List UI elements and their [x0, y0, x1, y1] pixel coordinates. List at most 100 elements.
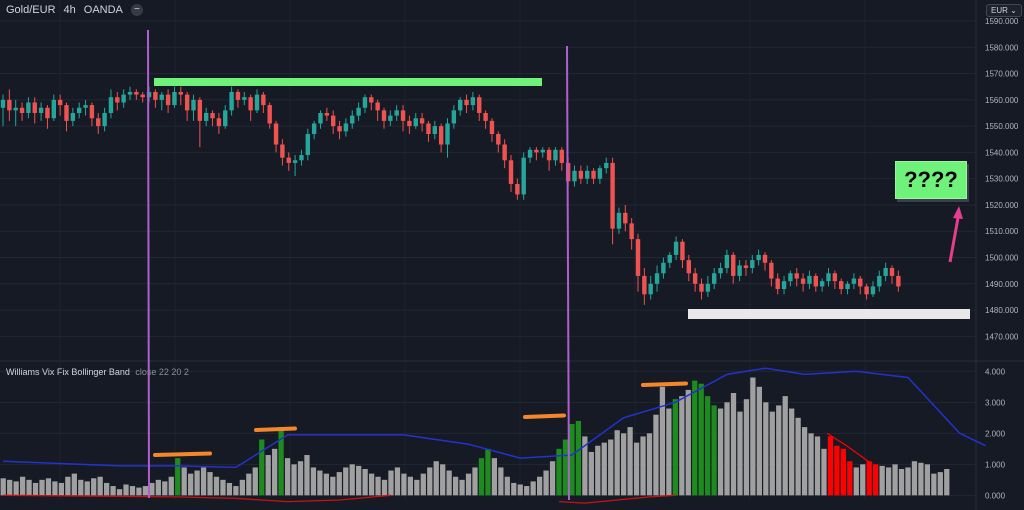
histogram-bar — [666, 408, 672, 496]
candle-body — [108, 97, 114, 113]
histogram-bar — [272, 448, 278, 496]
histogram-bar — [679, 396, 685, 496]
candle-body — [845, 283, 850, 290]
orange-highlight-mark — [523, 413, 566, 419]
chart-header: Gold/EUR 4h OANDA − — [6, 4, 143, 16]
indicator-name: Williams Vix Fix Bollinger Band — [6, 367, 130, 377]
candle-body — [705, 283, 711, 292]
candlestick-series — [0, 86, 901, 305]
collapse-icon[interactable]: − — [130, 4, 143, 16]
price-tick-label: 1560.000 — [985, 96, 1019, 105]
histogram-bar — [155, 479, 161, 496]
histogram-bar — [860, 464, 866, 496]
candle-body — [737, 265, 742, 276]
histogram-bar — [911, 461, 918, 496]
histogram-bar — [614, 430, 620, 496]
histogram-bar — [336, 472, 342, 496]
candle-body — [445, 123, 450, 145]
candle-body — [464, 99, 469, 106]
candle-body — [540, 149, 545, 153]
lower-band-line — [3, 494, 392, 503]
candle-body — [515, 183, 520, 195]
candle-body — [851, 278, 857, 284]
candle-body — [642, 275, 647, 295]
histogram-bar — [717, 408, 724, 496]
candle-body — [559, 149, 564, 163]
histogram-bar — [104, 482, 110, 496]
candle-body — [305, 134, 310, 156]
currency-selector[interactable]: EUR ⌄ — [986, 4, 1022, 17]
candle-body — [458, 99, 463, 111]
candle-body — [883, 268, 888, 276]
candle-body — [616, 212, 622, 229]
histogram-bar — [65, 476, 71, 496]
histogram-bar — [724, 402, 730, 496]
lower-band-line — [558, 494, 676, 504]
candle-body — [83, 105, 88, 108]
candle-body — [121, 94, 126, 103]
candle-body — [292, 160, 298, 163]
histogram-bar — [375, 476, 381, 496]
candle-body — [375, 102, 380, 111]
candle-body — [280, 144, 285, 158]
histogram-bar — [71, 473, 77, 496]
candle-body — [318, 112, 323, 124]
candle-body — [832, 273, 838, 282]
histogram-bar — [562, 439, 569, 496]
histogram-bar — [504, 476, 510, 496]
candle-body — [204, 112, 209, 121]
vertical-marker-line — [147, 29, 150, 499]
candle-body — [775, 278, 780, 290]
candle-body — [419, 118, 425, 124]
candle-body — [604, 162, 609, 169]
candle-body — [407, 120, 412, 127]
candle-body — [127, 91, 133, 95]
histogram-bar — [653, 414, 659, 496]
histogram-bar — [58, 482, 65, 496]
candle-body — [38, 107, 44, 113]
histogram-bar — [297, 461, 304, 496]
indicator-tick-label: 4.000 — [985, 367, 1006, 376]
histogram-bar — [465, 473, 472, 496]
candle-body — [610, 162, 615, 229]
histogram-bar — [110, 486, 116, 496]
candle-body — [527, 149, 533, 158]
histogram-bar — [743, 399, 750, 496]
interval-label[interactable]: 4h — [63, 4, 76, 16]
histogram-bar — [924, 464, 931, 496]
histogram-bar — [789, 408, 795, 496]
histogram-bar — [511, 482, 517, 496]
histogram-bar — [705, 396, 711, 496]
histogram-bar — [905, 467, 911, 496]
histogram-bar — [569, 424, 575, 496]
histogram-bar — [407, 476, 414, 496]
histogram-bar — [847, 461, 853, 496]
histogram-bar — [782, 396, 788, 496]
candle-body — [77, 107, 82, 113]
candle-body — [64, 105, 69, 121]
histogram-bar — [32, 482, 39, 496]
candle-body — [889, 268, 895, 276]
candle-body — [388, 115, 393, 121]
candle-body — [362, 97, 368, 108]
candle-body — [534, 149, 539, 153]
lower-band-line — [826, 432, 873, 465]
histogram-bar — [310, 467, 317, 496]
candle-body — [191, 99, 196, 111]
candle-body — [210, 112, 215, 119]
histogram-bar — [485, 448, 491, 496]
orange-highlight-mark — [153, 451, 212, 457]
question-box: ???? — [895, 161, 967, 199]
histogram-bar — [582, 436, 588, 496]
histogram-bar — [556, 448, 562, 496]
candle-body — [477, 97, 482, 113]
symbol-label[interactable]: Gold/EUR — [6, 4, 56, 16]
price-tick-label: 1580.000 — [985, 43, 1019, 52]
histogram-bar — [394, 467, 401, 496]
indicator-legend[interactable]: Williams Vix Fix Bollinger Band close 22… — [6, 367, 189, 377]
histogram-bar — [873, 464, 879, 496]
histogram-bar — [698, 383, 704, 496]
histogram-bar — [84, 481, 90, 496]
candle-body — [546, 149, 552, 161]
candle-body — [451, 110, 457, 124]
